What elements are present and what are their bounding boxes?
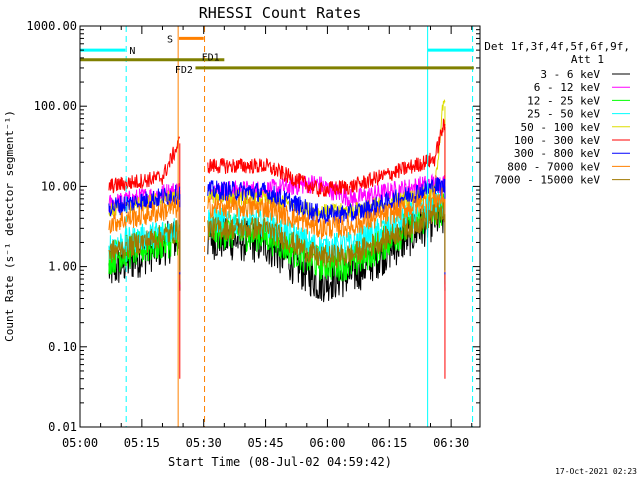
- legend-label: 6 - 12 keV: [534, 81, 601, 94]
- series-line: [108, 177, 446, 225]
- state-label: N: [129, 46, 135, 57]
- legend-label: 800 - 7000 keV: [507, 160, 600, 173]
- state-label: FD2: [175, 65, 193, 76]
- legend-label: 25 - 50 keV: [527, 108, 600, 121]
- legend-label: 100 - 300 keV: [514, 134, 600, 147]
- x-axis: 05:00 05:15 05:30 05:45 06:00 06:15 06:30: [62, 26, 473, 450]
- legend-label: 7000 - 15000 keV: [494, 174, 600, 187]
- legend-label: 12 - 25 keV: [527, 94, 600, 107]
- legend-label: 300 - 800 keV: [514, 147, 600, 160]
- y-axis: 1000.00 100.00 10.00 1.00 0.10 0.01: [26, 19, 480, 434]
- x-tick-label: 06:15: [371, 436, 407, 450]
- y-axis-label: Count Rate (s⁻¹ detector segment⁻¹): [3, 110, 16, 342]
- timestamp: 17-Oct-2021 02:23: [555, 467, 637, 476]
- x-tick-label: 06:00: [309, 436, 345, 450]
- legend-header-line-2: Att 1: [571, 53, 604, 66]
- plot-frame: [79, 25, 481, 428]
- y-tick-label: 0.10: [48, 340, 77, 354]
- series-line: [108, 118, 446, 198]
- x-tick-label: 05:45: [248, 436, 284, 450]
- state-label: FD1: [202, 53, 220, 64]
- y-tick-label: 1000.00: [26, 19, 77, 33]
- state-label: S: [167, 34, 173, 45]
- plot-area: N S FD1 FD2: [79, 26, 474, 427]
- y-tick-label: 10.00: [41, 179, 77, 193]
- x-tick-label: 06:30: [433, 436, 469, 450]
- x-tick-label: 05:00: [62, 436, 98, 450]
- legend-label: 3 - 6 keV: [540, 68, 600, 81]
- chart-title: RHESSI Count Rates: [199, 4, 362, 22]
- series-line: [108, 202, 446, 269]
- y-tick-label: 1.00: [48, 260, 77, 274]
- y-tick-label: 0.01: [48, 420, 77, 434]
- legend-header-line-1: Det 1f,3f,4f,5f,6f,9f,: [484, 40, 630, 53]
- x-tick-label: 05:30: [186, 436, 222, 450]
- x-axis-label: Start Time (08-Jul-02 04:59:42): [168, 455, 392, 469]
- legend-label: 50 - 100 keV: [521, 121, 601, 134]
- x-tick-label: 05:15: [124, 436, 160, 450]
- y-tick-label: 100.00: [34, 99, 77, 113]
- series-line: [108, 187, 446, 240]
